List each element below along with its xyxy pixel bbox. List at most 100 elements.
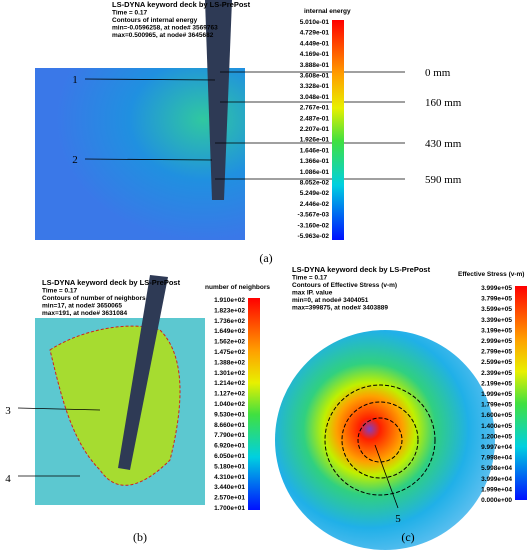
legend-label: 1.926e-01 xyxy=(300,137,330,144)
legend-label: -3.160e-02 xyxy=(298,222,330,229)
legend-label: 3.799e+05 xyxy=(481,296,512,303)
legend-label: 1.475e+02 xyxy=(214,349,245,356)
legend-label: 5.010e-01 xyxy=(300,19,330,26)
depth-label: 0 mm xyxy=(425,67,451,79)
header-line: LS-DYNA keyword deck by LS-PrePost xyxy=(292,265,431,274)
marker-label: 1 xyxy=(72,74,78,86)
legend-label: 2.570e+01 xyxy=(214,495,245,502)
arrows xyxy=(84,71,405,180)
legend-label: 2.446e-02 xyxy=(300,201,330,208)
legend-label: 2.487e-01 xyxy=(300,115,330,122)
legend-label: 2.799e+05 xyxy=(481,349,512,356)
legend-title: Effective Stress (v-m) xyxy=(458,271,524,278)
header-line: max IP. value xyxy=(292,290,333,297)
depth-label: 160 mm xyxy=(425,97,462,109)
legend-label: 1.301e+02 xyxy=(214,370,245,377)
legend-label: 1.700e+01 xyxy=(214,505,245,512)
legend-label: 1.799e+05 xyxy=(481,402,512,409)
legend-label: 4.449e-01 xyxy=(300,40,330,47)
marker-label: 3 xyxy=(5,405,11,417)
header-line: max=0.500965, at node# 3645682 xyxy=(112,32,214,39)
legend-label: 5.180e+01 xyxy=(214,463,245,470)
legend-label: 1.562e+02 xyxy=(214,339,245,346)
legend-label: 7.790e+01 xyxy=(214,432,245,439)
header-line: LS-DYNA keyword deck by LS-PrePost xyxy=(42,278,181,287)
colorbar xyxy=(248,298,260,510)
header-line: max=399875, at node# 3403889 xyxy=(292,305,388,312)
legend-label: 2.199e+05 xyxy=(481,380,512,387)
legend-label: 3.999e+05 xyxy=(481,285,512,292)
legend-label: 1.649e+02 xyxy=(214,328,245,335)
header-line: min=17, at node# 3650065 xyxy=(42,303,122,310)
header-line: max=191, at node# 3631084 xyxy=(42,310,127,317)
legend-label: 3.328e-01 xyxy=(300,83,330,90)
legend-label: 6.920e+01 xyxy=(214,443,245,450)
legend-label: 9.530e+01 xyxy=(214,411,245,418)
marker-label: 4 xyxy=(5,473,11,485)
legend-label: 1.999e+04 xyxy=(481,486,512,493)
colorbar xyxy=(515,286,527,500)
depth-label: 430 mm xyxy=(425,138,462,150)
cross-section xyxy=(275,330,495,550)
legend-label: 5.998e+04 xyxy=(481,465,512,472)
caption: (c) xyxy=(401,530,414,544)
legend-label: -3.567e-03 xyxy=(298,212,330,219)
legend-label: 2.399e+05 xyxy=(481,370,512,377)
legend-label: 0.000e+00 xyxy=(481,497,512,504)
legend-label: 1.823e+02 xyxy=(214,307,245,314)
legend-label: 3.399e+05 xyxy=(481,317,512,324)
legend-label: 1.200e+05 xyxy=(481,433,512,440)
legend-label: 1.600e+05 xyxy=(481,412,512,419)
screw xyxy=(205,0,232,200)
legend-label: 1.736e+02 xyxy=(214,318,245,325)
legend-label: 1.086e-01 xyxy=(300,169,330,176)
screw xyxy=(118,275,168,470)
legend-label: 2.767e-01 xyxy=(300,105,330,112)
legend-label: 7.998e+04 xyxy=(481,455,512,462)
legend-label: 3.999e+04 xyxy=(481,476,512,483)
legend-title: internal energy xyxy=(304,8,351,15)
header-line: min=-0.0596258, at node# 3569763 xyxy=(112,25,218,32)
legend-title: number of neighbors xyxy=(205,284,270,291)
legend-label: 3.888e-01 xyxy=(300,62,330,69)
legend-label: 1.214e+02 xyxy=(214,380,245,387)
legend-label: 3.599e+05 xyxy=(481,306,512,313)
leader-lines xyxy=(17,407,101,477)
legend-label: 2.599e+05 xyxy=(481,359,512,366)
legend-label: -5.963e-02 xyxy=(298,233,330,240)
legend-label: 3.199e+05 xyxy=(481,327,512,334)
legend-label: 1.127e+02 xyxy=(214,391,245,398)
leader-line xyxy=(374,444,399,509)
header-line: Time = 0.17 xyxy=(292,275,327,282)
colorbar xyxy=(332,20,344,240)
legend-label: 1.400e+05 xyxy=(481,423,512,430)
header-line: Contours of internal energy xyxy=(112,17,198,24)
legend-label: 1.388e+02 xyxy=(214,359,245,366)
marker-label: 5 xyxy=(395,513,401,525)
header-line: Time = 0.17 xyxy=(42,288,77,295)
legend-label: 2.999e+05 xyxy=(481,338,512,345)
caption: (a) xyxy=(259,251,272,265)
header-line: min=0, at node# 3404051 xyxy=(292,297,369,304)
legend-label: 1.646e-01 xyxy=(300,147,330,154)
legend-label: 5.249e-02 xyxy=(300,190,330,197)
legend-label: 8.660e+01 xyxy=(214,422,245,429)
legend-label: 9.997e+04 xyxy=(481,444,512,451)
rings xyxy=(324,384,436,496)
header-line: LS-DYNA keyword deck by LS-PrePost xyxy=(112,0,251,9)
caption: (b) xyxy=(133,530,147,544)
legend-label: 4.310e+01 xyxy=(214,474,245,481)
legend-label: 3.048e-01 xyxy=(300,94,330,101)
legend-label: 1.040e+02 xyxy=(214,401,245,408)
legend-label: 1.366e-01 xyxy=(300,158,330,165)
depth-label: 590 mm xyxy=(425,174,462,186)
legend-label: 1.910e+02 xyxy=(214,297,245,304)
header-line: Time = 0.17 xyxy=(112,10,147,17)
legend-label: 3.440e+01 xyxy=(214,484,245,491)
marker-label: 2 xyxy=(72,154,78,166)
header-line: Contours of number of neighbors xyxy=(42,295,146,302)
legend-label: 3.608e-01 xyxy=(300,73,330,80)
